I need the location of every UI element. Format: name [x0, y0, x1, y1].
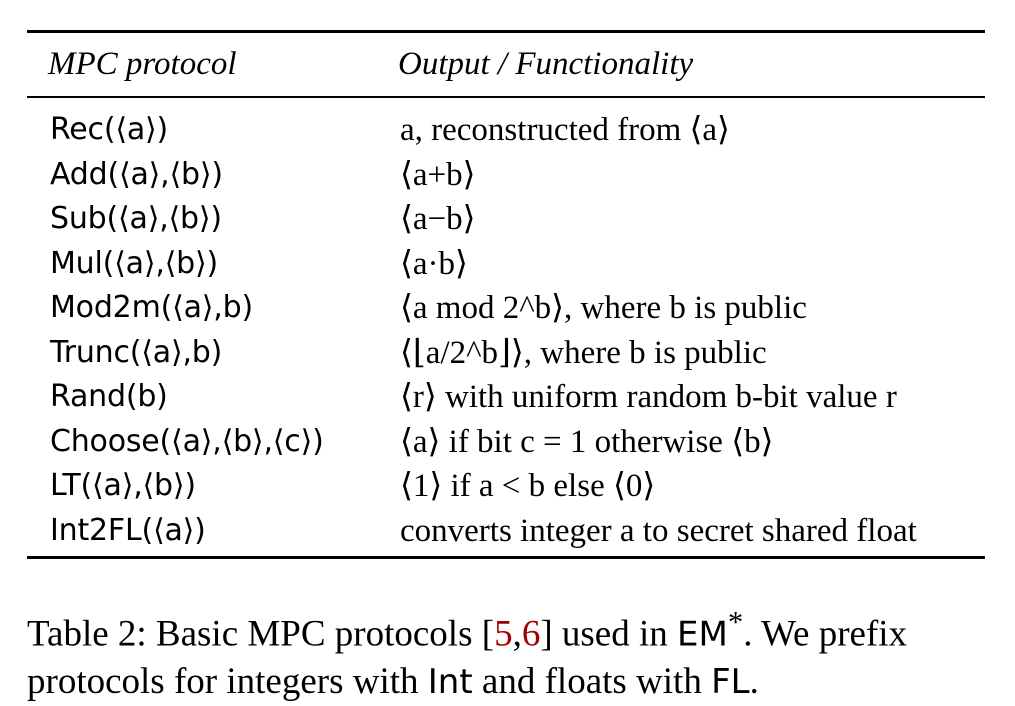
- citation-link-5[interactable]: 5: [494, 613, 513, 655]
- table-row: Mul(⟨a⟩,⟨b⟩) ⟨a·b⟩: [0, 242, 1015, 287]
- protocol-cell: Rand(b): [50, 379, 168, 414]
- output-cell: ⟨a mod 2^b⟩, where b is public: [400, 290, 807, 326]
- caption-mid: . We prefix protocols for integers with: [27, 613, 908, 703]
- protocol-cell: Trunc(⟨a⟩,b): [50, 334, 223, 370]
- protocol-cell: LT(⟨a⟩,⟨b⟩): [50, 468, 196, 503]
- caption-after-cite: ] used in: [540, 613, 677, 655]
- output-cell: a, reconstructed from ⟨a⟩: [400, 112, 730, 148]
- table-header-rule: [27, 96, 985, 98]
- table-row: Int2FL(⟨a⟩) converts integer a to secret…: [0, 509, 1015, 554]
- output-cell: ⟨a+b⟩: [400, 156, 476, 193]
- protocol-cell: Rec(⟨a⟩): [50, 112, 169, 147]
- protocol-cell: Add(⟨a⟩,⟨b⟩): [50, 156, 223, 192]
- table-top-rule: [27, 30, 985, 33]
- protocol-cell: Choose(⟨a⟩,⟨b⟩,⟨c⟩): [50, 423, 324, 459]
- column-header-protocol: MPC protocol: [48, 46, 237, 82]
- caption-em-name: EM: [677, 614, 728, 655]
- caption-int-label: Int: [427, 662, 473, 703]
- column-header-output: Output / Functionality: [398, 46, 694, 82]
- protocol-cell: Int2FL(⟨a⟩): [50, 512, 206, 548]
- caption-and: and floats with: [472, 661, 712, 703]
- caption-end: .: [749, 661, 759, 703]
- output-cell: ⟨a−b⟩: [400, 201, 476, 237]
- output-cell: ⟨r⟩ with uniform random b-bit value r: [400, 379, 897, 415]
- table-row: Trunc(⟨a⟩,b) ⟨⌊a/2^b⌋⟩, where b is publi…: [0, 331, 1015, 376]
- protocol-cell: Mod2m(⟨a⟩,b): [50, 290, 253, 325]
- table-row: LT(⟨a⟩,⟨b⟩) ⟨1⟩ if a < b else ⟨0⟩: [0, 464, 1015, 509]
- caption-prefix: Table 2: Basic MPC protocols [: [27, 613, 495, 655]
- protocol-cell: Mul(⟨a⟩,⟨b⟩): [50, 245, 219, 281]
- caption-star: *: [727, 605, 744, 639]
- citation-link-6[interactable]: 6: [521, 613, 541, 655]
- table-bottom-rule: [27, 556, 985, 559]
- table-row: Sub(⟨a⟩,⟨b⟩) ⟨a−b⟩: [0, 197, 1015, 242]
- table-row: Choose(⟨a⟩,⟨b⟩,⟨c⟩) ⟨a⟩ if bit c = 1 oth…: [0, 420, 1015, 465]
- output-cell: ⟨1⟩ if a < b else ⟨0⟩: [400, 468, 656, 504]
- table-caption: Table 2: Basic MPC protocols [5,6] used …: [27, 598, 992, 706]
- table-row: Add(⟨a⟩,⟨b⟩) ⟨a+b⟩: [0, 153, 1015, 198]
- caption-fl-label: FL: [711, 662, 750, 703]
- protocol-cell: Sub(⟨a⟩,⟨b⟩): [50, 201, 222, 236]
- output-cell: ⟨⌊a/2^b⌋⟩, where b is public: [400, 334, 767, 371]
- table-row: Rec(⟨a⟩) a, reconstructed from ⟨a⟩: [0, 108, 1015, 153]
- output-cell: converts integer a to secret shared floa…: [400, 512, 917, 549]
- output-cell: ⟨a⟩ if bit c = 1 otherwise ⟨b⟩: [400, 423, 774, 460]
- citation-separator: ,: [512, 613, 522, 655]
- output-cell: ⟨a·b⟩: [400, 245, 468, 282]
- table-row: Mod2m(⟨a⟩,b) ⟨a mod 2^b⟩, where b is pub…: [0, 286, 1015, 331]
- table-row: Rand(b) ⟨r⟩ with uniform random b-bit va…: [0, 375, 1015, 420]
